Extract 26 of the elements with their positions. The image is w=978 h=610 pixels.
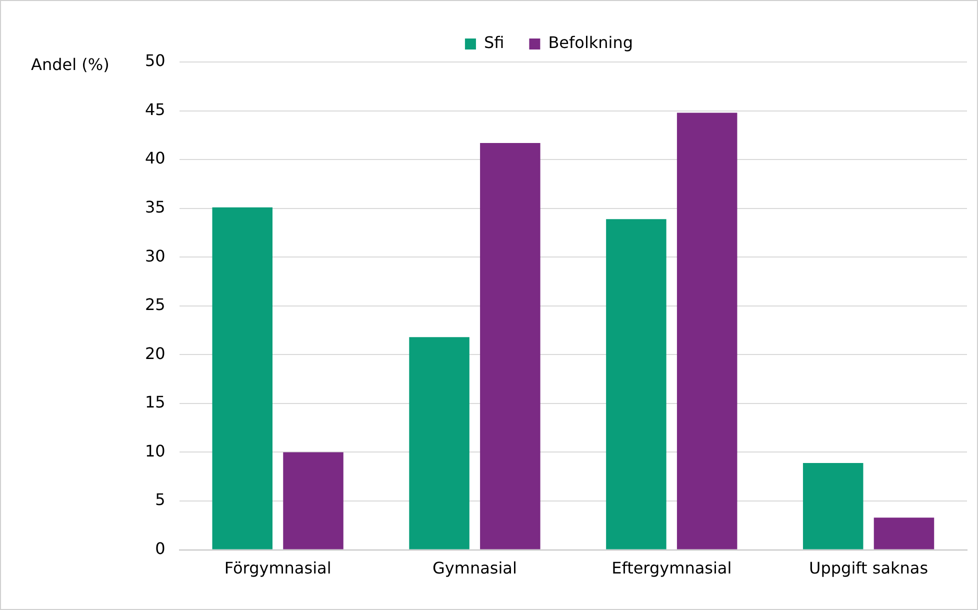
bar: [409, 337, 470, 550]
y-axis-title: Andel (%): [31, 55, 110, 74]
y-tick-label: 10: [145, 441, 166, 460]
bar: [212, 207, 272, 550]
y-tick-label: 0: [155, 538, 166, 558]
x-tick-label: Gymnasial: [432, 558, 517, 578]
y-tick-label: 15: [145, 392, 166, 412]
y-tick-label: 35: [145, 197, 166, 216]
x-tick-label: Förgymnasial: [224, 558, 332, 578]
y-tick-label: 30: [145, 246, 166, 266]
y-tick-label: 50: [145, 51, 166, 70]
y-tick-label: 45: [145, 100, 166, 119]
y-tick-label: 5: [155, 490, 166, 510]
bar: [606, 219, 666, 550]
bar: [283, 452, 344, 550]
legend-label: Befolkning: [548, 33, 634, 52]
bar: [676, 112, 738, 550]
bar: [480, 142, 540, 550]
bar: [802, 462, 864, 550]
y-tick-label: 40: [145, 148, 166, 168]
bar: [874, 518, 934, 550]
x-tick-label: Eftergymnasial: [612, 558, 732, 578]
legend-label: Sfi: [484, 33, 504, 52]
y-tick-label: 20: [145, 344, 166, 363]
y-tick-label: 25: [145, 295, 166, 314]
x-tick-label: Uppgift saknas: [809, 558, 928, 578]
